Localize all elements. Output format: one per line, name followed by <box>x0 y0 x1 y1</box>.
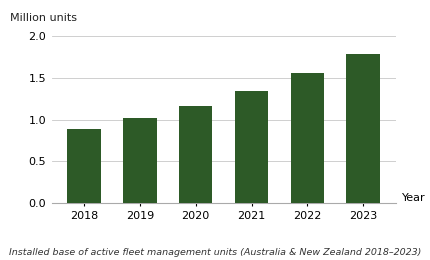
Bar <box>291 73 324 203</box>
Bar <box>347 54 380 203</box>
Bar <box>123 118 157 203</box>
Bar <box>179 106 212 203</box>
Bar <box>67 129 101 203</box>
Text: Year: Year <box>402 193 426 203</box>
Text: Installed base of active fleet management units (Australia & New Zealand 2018–20: Installed base of active fleet managemen… <box>9 248 421 257</box>
Text: Million units: Million units <box>10 13 77 23</box>
Bar <box>235 91 268 203</box>
